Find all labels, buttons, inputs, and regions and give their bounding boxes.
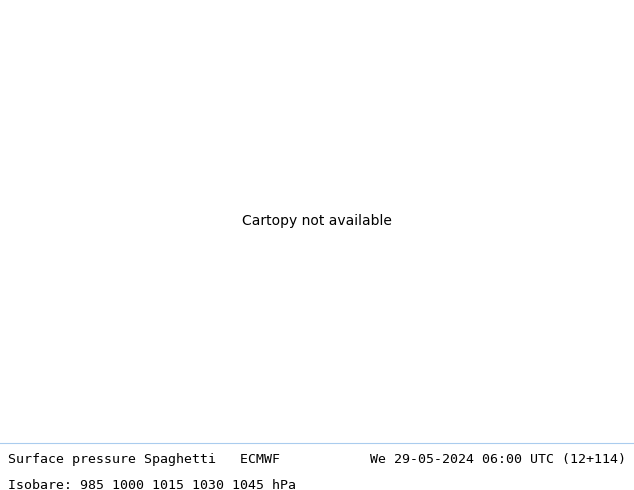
Text: Surface pressure Spaghetti   ECMWF: Surface pressure Spaghetti ECMWF [8, 453, 280, 466]
Text: We 29-05-2024 06:00 UTC (12+114): We 29-05-2024 06:00 UTC (12+114) [370, 453, 626, 466]
Text: Isobare: 985 1000 1015 1030 1045 hPa: Isobare: 985 1000 1015 1030 1045 hPa [8, 479, 295, 490]
Text: Cartopy not available: Cartopy not available [242, 214, 392, 227]
